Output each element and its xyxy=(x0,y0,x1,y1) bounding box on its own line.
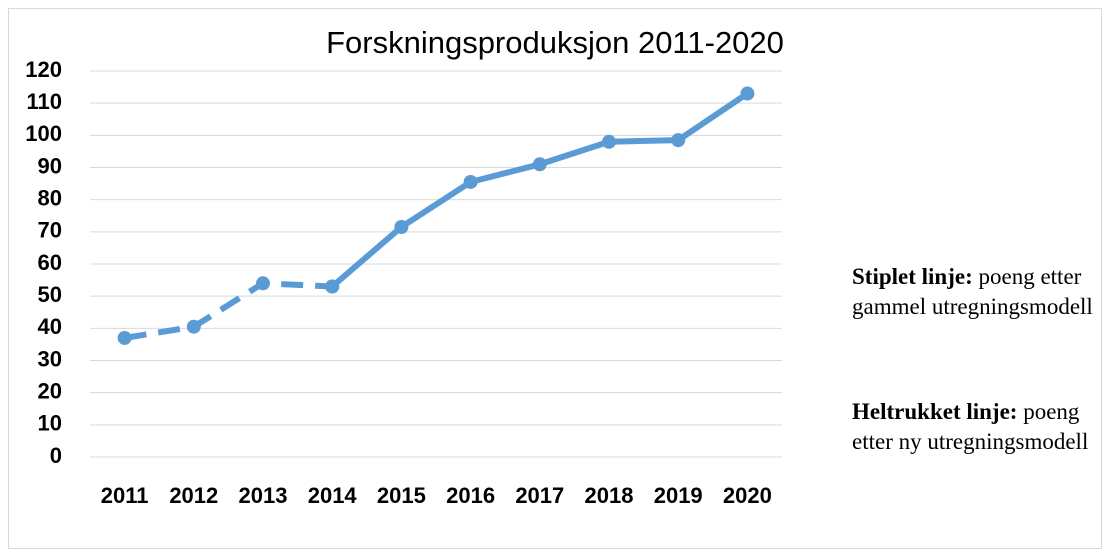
x-tick-label: 2019 xyxy=(654,483,703,508)
y-tick-label: 60 xyxy=(38,250,62,275)
y-tick-label: 90 xyxy=(38,153,62,178)
annotation-text: poeng etter ny utregningsmodell xyxy=(852,399,1089,454)
data-point xyxy=(394,220,409,235)
y-tick-label: 120 xyxy=(25,57,62,82)
y-tick-label: 100 xyxy=(25,121,62,146)
series-line xyxy=(124,280,333,341)
annotation-bold: Stiplet linje: xyxy=(852,264,973,289)
chart-title: Forskningsproduksjon 2011-2020 xyxy=(326,25,784,60)
y-tick-label: 50 xyxy=(38,282,62,307)
y-tick-label: 80 xyxy=(38,185,62,210)
y-tick-label: 0 xyxy=(50,443,62,468)
annotation-bold: Heltrukket linje: xyxy=(852,399,1018,424)
y-tick-label: 70 xyxy=(38,218,62,243)
series-line xyxy=(330,91,750,289)
data-point xyxy=(740,86,755,101)
data-point xyxy=(325,279,340,294)
y-tick-label: 10 xyxy=(38,411,62,436)
x-tick-label: 2017 xyxy=(515,483,564,508)
annotation-text: poeng etter gammel utregningsmodell xyxy=(852,264,1093,319)
data-point xyxy=(463,174,478,189)
annotation: Heltrukket linje: poeng etter ny utregni… xyxy=(852,397,1110,457)
data-point xyxy=(117,330,132,345)
data-point xyxy=(671,133,686,148)
y-tick-label: 20 xyxy=(38,378,62,403)
y-tick-label: 40 xyxy=(38,314,62,339)
annotation: Stiplet linje: poeng etter gammel utregn… xyxy=(852,262,1110,322)
y-tick-label: 110 xyxy=(27,89,63,114)
data-point xyxy=(532,157,547,172)
data-point xyxy=(602,134,616,149)
data-point xyxy=(256,276,270,291)
y-tick-label: 30 xyxy=(38,346,62,371)
x-tick-label: 2018 xyxy=(585,483,634,508)
x-tick-label: 2015 xyxy=(377,483,426,508)
x-tick-label: 2016 xyxy=(446,483,495,508)
x-tick-label: 2014 xyxy=(308,483,358,508)
x-tick-label: 2020 xyxy=(723,483,772,508)
chart-border xyxy=(8,8,1102,549)
data-point xyxy=(186,319,201,334)
x-tick-label: 2012 xyxy=(169,483,218,508)
x-tick-label: 2011 xyxy=(101,483,149,508)
x-tick-label: 2013 xyxy=(239,483,288,508)
